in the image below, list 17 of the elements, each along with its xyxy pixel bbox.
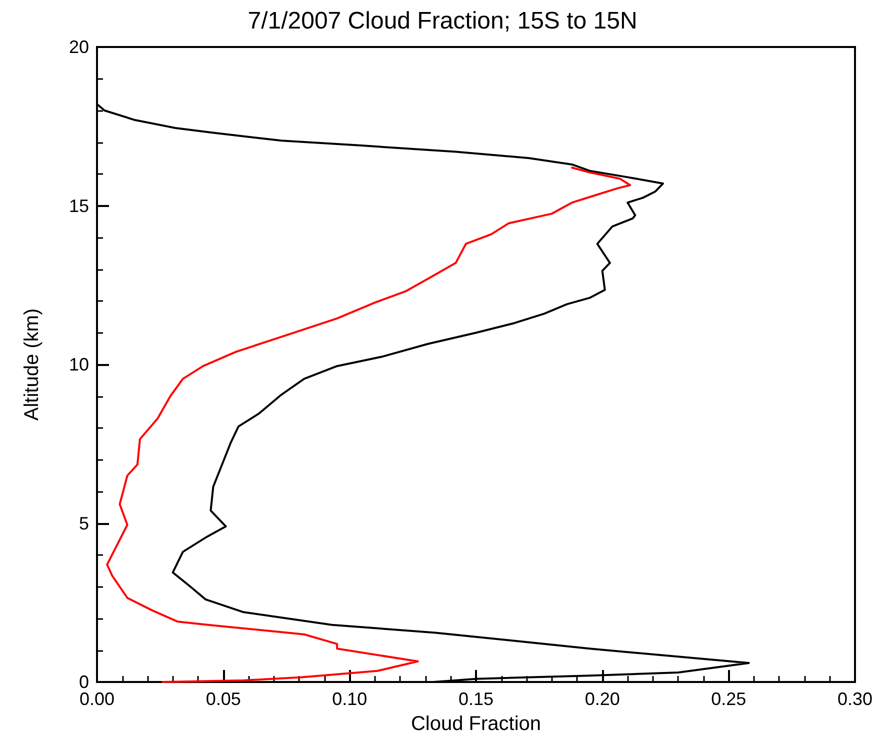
y-tick-label: 20: [68, 37, 89, 57]
x-tick-label: 0.10: [332, 689, 368, 709]
x-axis-title: Cloud Fraction: [410, 713, 542, 735]
y-tick-label: 10: [68, 354, 89, 374]
line-series: [96, 103, 750, 683]
y-tick-label: 5: [78, 513, 89, 534]
x-tick-label: 0.30: [837, 689, 873, 709]
y-tick-label: 15: [68, 196, 89, 216]
x-tick-label: 0.00: [79, 689, 115, 709]
y-axis-title: Altitude (km): [21, 308, 43, 421]
x-tick-label: 0.25: [711, 689, 746, 709]
chart-title: 7/1/2007 Cloud Fraction; 15S to 15N: [248, 8, 638, 34]
y-tick-label: 0: [78, 672, 89, 692]
line-series: [106, 166, 632, 683]
x-tick-label: 0.15: [458, 689, 494, 709]
x-tick-label: 0.20: [584, 689, 620, 709]
x-tick-label: 0.05: [206, 689, 241, 709]
